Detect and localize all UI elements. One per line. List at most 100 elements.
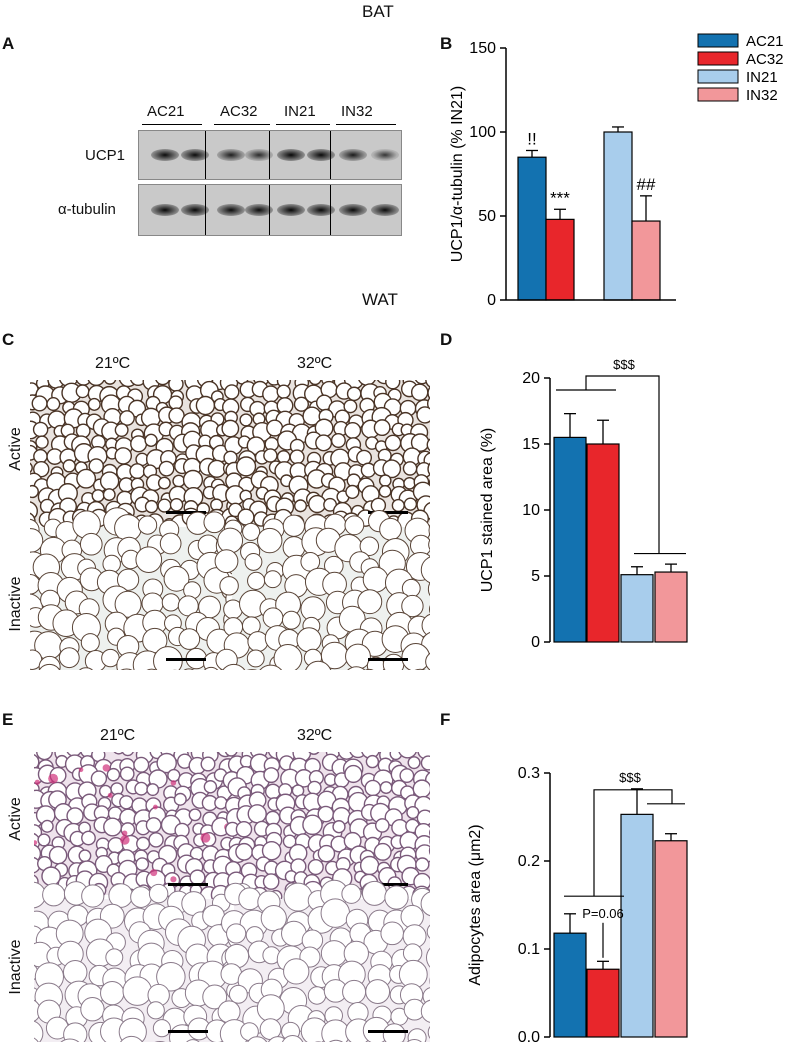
adipocyte-cell <box>63 460 75 472</box>
adipocyte-cell <box>365 780 380 795</box>
micrograph-tile <box>30 380 246 534</box>
adipocyte-cell <box>179 629 200 650</box>
adipocyte-cell <box>41 820 53 832</box>
adipocyte-cell <box>386 380 400 389</box>
adipocyte-cell <box>266 784 281 799</box>
stain-spot <box>122 831 128 837</box>
micrograph-tile <box>34 752 250 906</box>
adipocyte-cell <box>36 436 48 448</box>
adipocyte-cell <box>408 757 420 769</box>
adipocyte-cell <box>404 498 416 510</box>
adipocyte-cell <box>169 380 183 391</box>
adipocyte-cell <box>245 553 262 570</box>
legend-label-ac32: AC32 <box>746 51 784 68</box>
micro-e-row-active: Active <box>7 789 25 849</box>
adipocyte-cell <box>170 499 182 511</box>
adipocyte-cell <box>345 766 362 783</box>
adipocyte-cell <box>274 644 302 670</box>
bar-in21 <box>621 575 653 642</box>
adipocyte-cell <box>379 486 390 497</box>
adipocyte-cell <box>284 959 309 984</box>
adipocyte-cell <box>38 834 50 846</box>
adipocyte-cell <box>346 644 371 669</box>
y-tick-label: 0 <box>487 292 496 309</box>
adipocyte-cell <box>120 796 133 809</box>
adipocyte-cell <box>32 396 47 411</box>
adipocyte-cell <box>43 884 65 906</box>
adipocyte-cell <box>400 769 413 782</box>
adipocyte-cell <box>248 572 265 589</box>
adipocyte-cell <box>123 977 152 1006</box>
stain-spot <box>153 805 158 810</box>
adipocyte-cell <box>348 387 361 400</box>
ucp1-blot-strip <box>138 130 402 180</box>
adipocyte-cell <box>158 499 171 512</box>
adipocyte-cell <box>135 782 148 795</box>
adipocyte-cell <box>92 490 104 502</box>
adipocyte-cell <box>308 860 323 875</box>
bar-ac32 <box>587 444 619 642</box>
adipocyte-cell <box>263 608 283 628</box>
adipocyte-cell <box>321 899 349 927</box>
y-axis-label: UCP1 stained area (%) <box>479 428 496 593</box>
western-blot-panel: AC21 AC32 IN21 IN32 UCP1 α-tubulin <box>80 95 400 245</box>
micrograph-tile <box>215 510 430 670</box>
adipocyte-cell <box>321 941 347 967</box>
adipocyte-cell <box>120 411 134 425</box>
legend-swatch-ac21 <box>698 34 738 47</box>
bar-annotation: !! <box>527 129 536 148</box>
stain-spot <box>170 876 176 882</box>
adipocyte-cell <box>136 547 162 573</box>
adipocyte-cell <box>204 512 225 533</box>
adipocyte-cell <box>342 884 361 903</box>
adipocyte-cell <box>130 464 145 479</box>
significance-label: $$$ <box>619 770 641 785</box>
adipocyte-cell <box>404 478 415 489</box>
legend-label-ac21: AC21 <box>746 33 784 50</box>
adipocyte-cell <box>258 528 282 552</box>
adipocyte-cell <box>81 998 104 1021</box>
adipocyte-cell <box>79 850 90 861</box>
adipocyte-cell <box>402 644 430 670</box>
adipocyte-cell <box>297 628 321 652</box>
adipocyte-cell <box>222 420 238 436</box>
legend-swatch-in21 <box>698 70 738 83</box>
stain-spot <box>108 793 113 798</box>
adipocyte-cell <box>237 457 256 476</box>
micrograph-tile <box>220 380 430 533</box>
adipocyte-cell <box>220 577 238 595</box>
panel-letter-c: C <box>2 330 14 350</box>
bar-in21 <box>621 814 653 1037</box>
adipocyte-cell <box>417 407 430 423</box>
adipocyte-cell <box>243 523 260 540</box>
adipocyte-cell <box>333 821 345 833</box>
adipocyte-cell <box>184 470 203 489</box>
adipocyte-cell <box>106 949 123 966</box>
y-tick-label: 0.3 <box>518 765 540 782</box>
adipocyte-cell <box>215 550 238 573</box>
stain-spot <box>200 833 210 843</box>
adipocyte-cell <box>284 883 312 911</box>
adipocyte-cell <box>34 450 47 463</box>
adipocyte-cell <box>146 818 161 833</box>
bar-annotation: *** <box>550 188 570 207</box>
y-tick-label: 0.1 <box>518 941 540 958</box>
adipocyte-cell <box>363 567 388 592</box>
y-tick-label: 50 <box>478 208 496 225</box>
bar-ac21 <box>518 157 546 300</box>
bar-ac21 <box>554 437 586 642</box>
y-tick-label: 0 <box>531 634 540 651</box>
micro-c-row-active: Active <box>7 419 25 479</box>
bar-ac32 <box>587 969 619 1037</box>
adipocyte-cell <box>385 435 400 450</box>
scale-bar <box>166 658 206 661</box>
blot-row-label-ucp1: UCP1 <box>85 147 125 164</box>
adipocyte-cell <box>236 844 252 860</box>
adipocyte-cell <box>247 650 264 667</box>
adipocyte-cell <box>264 768 279 783</box>
adipocyte-cell <box>361 463 375 477</box>
micro-c-row-inactive: Inactive <box>7 566 25 642</box>
adipocyte-cell <box>50 847 67 864</box>
adipocyte-cell <box>403 462 416 475</box>
